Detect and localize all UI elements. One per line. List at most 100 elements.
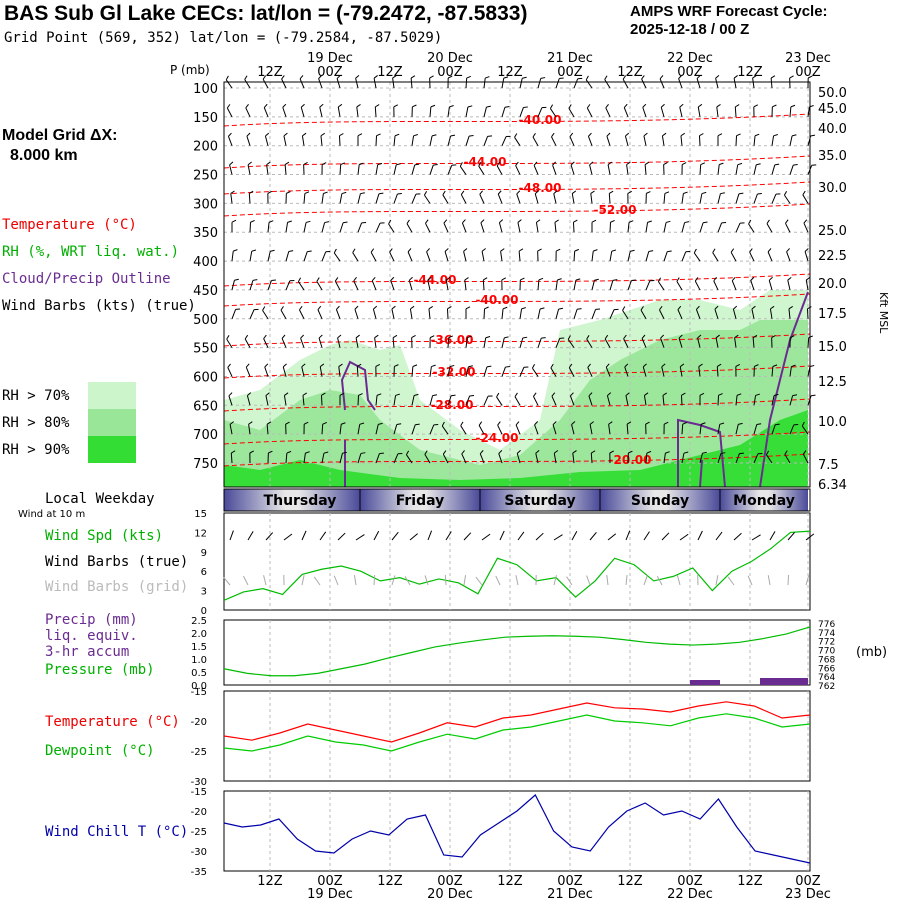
bottom-date-label: 21 Dec <box>547 887 593 900</box>
wind-barb <box>337 334 342 348</box>
wind-barb-staff <box>226 107 233 118</box>
wind-barb <box>589 161 594 175</box>
wind-barb-flag <box>518 248 524 252</box>
legend-rh: RH (%, WRT liq. wat.) <box>2 244 180 260</box>
surface-wind-barb-staff <box>607 533 617 541</box>
wind-barb <box>789 424 799 435</box>
wind-barb-staff <box>717 164 720 175</box>
wind-barb-flag <box>535 450 540 454</box>
wind-barb-flag <box>607 161 612 166</box>
wind-barb-flag <box>802 450 807 455</box>
wind-barb-staff <box>734 337 737 348</box>
wind-barb-flag <box>614 308 619 311</box>
wind-barb-flag <box>360 192 365 195</box>
wind-barb <box>425 219 431 233</box>
wind-barb-staff <box>625 395 629 406</box>
wind-barb-flag <box>359 162 364 166</box>
wind-barb-flag <box>738 192 744 195</box>
wind-barb-flag <box>757 192 762 195</box>
wind-barb <box>516 190 521 204</box>
wind-barb <box>748 219 755 233</box>
surface-wind-barb <box>769 531 776 541</box>
wind-barb-staff <box>316 281 323 291</box>
wind-barb-staff <box>429 164 434 175</box>
wind-barb-flag <box>408 276 413 281</box>
rh90-swatch <box>88 436 136 463</box>
height-tick-label: 12.5 <box>818 375 847 390</box>
temperature-contour <box>223 293 811 307</box>
wind-barb-staff <box>589 164 593 175</box>
wind-barb-staff <box>714 309 719 319</box>
wind-barb-flag <box>641 75 645 80</box>
wind-barb-flag <box>665 451 670 454</box>
wind-barb-flag <box>622 306 626 311</box>
grid-wind-barb <box>715 575 719 586</box>
wind-barb <box>231 278 239 291</box>
wind-barb <box>285 421 290 435</box>
wind-barb-staff <box>641 78 647 89</box>
wind-barb-staff <box>624 366 629 377</box>
grid-wind-barb-staff <box>805 575 810 586</box>
wind-barb-staff <box>320 395 323 406</box>
wind-barb <box>249 279 258 291</box>
wind-barb-flag <box>265 132 270 137</box>
temperature-contour <box>223 113 811 127</box>
surface-wind-barb-staff <box>517 531 525 541</box>
wind-barb <box>429 424 439 435</box>
wind-barb-staff <box>573 309 578 319</box>
wind-barb-staff <box>789 424 795 435</box>
wind-barb <box>531 364 539 377</box>
wind-barb-flag <box>648 250 654 252</box>
wind-barb <box>428 305 433 319</box>
wind-barb-staff <box>318 337 323 348</box>
wind-barb <box>321 191 328 204</box>
wind-barb-staff <box>735 453 740 464</box>
wind-barb-flag <box>572 450 577 454</box>
wind-barb-staff <box>411 395 415 406</box>
wind-barb-staff <box>357 424 361 435</box>
wind-barb-staff <box>246 395 251 406</box>
wind-barb-flag <box>522 336 528 339</box>
wind-barb-flag <box>231 450 236 454</box>
wind-barb-staff <box>788 308 791 319</box>
weekday-label: Friday <box>396 493 445 509</box>
wind-barb <box>663 220 671 233</box>
wind-barb-flag <box>607 392 612 397</box>
pressure-ytick-label: 776 <box>818 620 835 630</box>
wind-barb-flag <box>753 104 759 108</box>
wind-barb-staff <box>643 135 647 146</box>
wind-barb-flag <box>714 305 719 310</box>
wind-barb-staff <box>479 453 485 464</box>
wind-barb <box>465 306 471 319</box>
wind-barb <box>752 334 758 348</box>
wind-barb <box>355 75 360 89</box>
wind-barb-staff <box>282 107 287 118</box>
wind-barb-staff <box>483 308 486 319</box>
wind-barb-flag <box>305 451 310 454</box>
wind-barb-flag <box>718 393 723 396</box>
wind-barb-flag <box>793 424 799 426</box>
wind-barb-staff <box>249 280 254 291</box>
wind-barb-flag <box>683 191 688 194</box>
wind-barb-staff <box>299 78 305 89</box>
wind-barb <box>663 161 668 175</box>
wind-barb <box>465 335 472 348</box>
wind-barb-flag <box>433 163 438 166</box>
wind-barb-flag <box>263 334 267 339</box>
wind-barb <box>226 335 233 348</box>
wind-barb-staff <box>663 222 667 233</box>
wind-barb-flag <box>532 133 536 138</box>
wind-barb-staff <box>807 106 810 117</box>
wind-barb-staff <box>807 337 810 348</box>
wind-barb-staff <box>662 395 665 406</box>
weekday-frame <box>223 488 811 512</box>
wind-barb-staff <box>244 79 251 89</box>
wind-barb-flag <box>605 363 610 368</box>
wind-barb-staff <box>568 108 575 118</box>
surface-wind-barb-staff <box>715 531 723 541</box>
wind-barb-staff <box>501 78 505 89</box>
wind-barb-staff <box>405 454 413 464</box>
pressure-ytick-label: 762 <box>818 682 835 692</box>
wind-barb <box>789 134 797 146</box>
surface-wind-barb-staff <box>643 531 650 541</box>
